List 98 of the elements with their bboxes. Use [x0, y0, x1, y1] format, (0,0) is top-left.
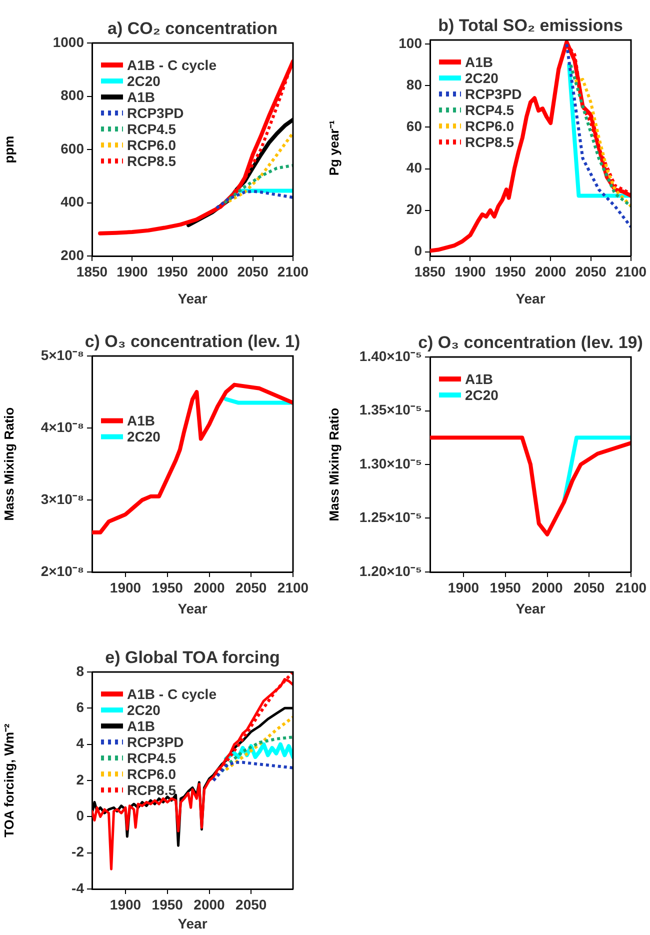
legend-label: RCP4.5: [127, 750, 176, 766]
y-tick-label: 100: [398, 35, 422, 52]
y-tick-label: -4: [72, 880, 84, 896]
legend-label: RCP3PD: [465, 86, 522, 102]
x-axis-title: Year: [178, 600, 208, 616]
x-tick-label: 1950: [152, 896, 184, 912]
legend-label: RCP4.5: [127, 120, 176, 137]
x-tick-label: 1950: [152, 579, 184, 596]
legend-label: A1B: [465, 54, 494, 70]
y-tick-label: 1.30×10⁻⁵: [359, 455, 422, 472]
legend-label: RCP6.0: [127, 766, 176, 782]
y-tick-label: 1.35×10⁻⁵: [359, 402, 422, 418]
legend-label: 2C20: [465, 386, 499, 403]
line-series: [220, 736, 293, 773]
legend-label: RCP3PD: [127, 104, 184, 121]
y-tick-label: 400: [60, 194, 84, 210]
chart-title: a) CO₂ concentration: [107, 19, 278, 38]
chart-title: b) Total SO₂ emissions: [438, 16, 623, 35]
y-axis-title: Mass Mixing Ratio: [326, 408, 342, 522]
y-tick-label: 1.25×10⁻⁵: [359, 509, 422, 526]
x-tick-label: 2000: [535, 263, 566, 280]
legend-label: RCP3PD: [127, 734, 184, 750]
y-tick-label: 40: [406, 160, 422, 176]
x-tick-label: 1950: [494, 263, 526, 280]
y-axis-title: TOA forcing, Wm⁻²: [1, 722, 16, 838]
x-tick-label: 2100: [615, 579, 647, 596]
y-tick-label: 0: [414, 242, 422, 259]
y-axis-title: Mass Mixing Ratio: [1, 407, 16, 521]
chart-title: c) O₃ concentration (lev. 1): [84, 332, 300, 351]
x-axis-title: Year: [178, 915, 208, 932]
y-axis-title: ppm: [1, 136, 16, 164]
x-tick-label: 1850: [76, 263, 108, 280]
legend-label: 2C20: [127, 72, 161, 89]
x-axis-title: Year: [178, 290, 208, 306]
legend-label: A1B - C cycle: [127, 56, 217, 73]
x-tick-label: 2100: [615, 263, 647, 280]
y-tick-label: 20: [406, 201, 422, 218]
y-tick-label: 2×10⁻⁸: [40, 562, 84, 579]
y-tick-label: 600: [60, 140, 84, 156]
x-tick-label: 1850: [414, 263, 446, 280]
y-tick-label: 1.20×10⁻⁵: [359, 562, 422, 579]
line-series: [212, 760, 293, 782]
line-series: [565, 42, 631, 228]
x-axis-title: Year: [516, 600, 546, 616]
legend-label: A1B: [127, 718, 156, 734]
x-tick-label: 1900: [110, 579, 142, 596]
x-tick-label: 1900: [110, 896, 142, 912]
legend-label: 2C20: [465, 70, 499, 86]
y-tick-label: 60: [406, 118, 422, 134]
x-tick-label: 2050: [236, 579, 267, 596]
x-tick-label: 2000: [197, 263, 228, 280]
x-tick-label: 1950: [490, 579, 522, 596]
chart-title: e) Global TOA forcing: [105, 648, 280, 667]
x-tick-label: 2100: [277, 579, 309, 596]
x-tick-label: 2050: [237, 263, 269, 280]
legend-label: 2C20: [127, 702, 161, 718]
line-series: [227, 131, 293, 203]
line-series: [223, 164, 293, 204]
x-tick-label: 2050: [574, 579, 605, 596]
x-tick-label: 1900: [116, 263, 148, 280]
y-tick-label: 1000: [52, 34, 84, 50]
legend-label: 2C20: [127, 428, 161, 445]
x-tick-label: 2050: [236, 896, 267, 912]
x-tick-label: 2000: [194, 896, 226, 912]
x-tick-label: 1900: [448, 579, 480, 596]
y-tick-label: 200: [60, 246, 84, 263]
legend-label: RCP8.5: [127, 782, 176, 798]
legend-label: RCP6.0: [127, 136, 176, 153]
legend-label: RCP8.5: [127, 152, 176, 169]
x-tick-label: 2000: [532, 579, 564, 596]
y-tick-label: -2: [72, 844, 84, 860]
x-tick-label: 2100: [277, 263, 309, 280]
legend-label: A1B: [127, 88, 156, 105]
y-tick-label: 6: [76, 699, 84, 716]
y-tick-label: 4: [76, 735, 84, 752]
y-tick-label: 4×10⁻⁸: [40, 418, 84, 435]
legend-label: A1B: [465, 370, 494, 387]
legend-label: RCP4.5: [465, 102, 514, 118]
legend-label: RCP6.0: [465, 118, 514, 134]
legend-label: RCP8.5: [465, 134, 514, 150]
x-tick-label: 1950: [156, 263, 188, 280]
y-tick-label: 800: [60, 87, 84, 104]
x-tick-label: 1900: [454, 263, 486, 280]
x-axis-title: Year: [516, 290, 546, 306]
y-tick-label: 8: [76, 662, 84, 679]
line-series: [215, 190, 293, 210]
y-tick-label: 80: [406, 76, 422, 93]
line-series: [224, 716, 293, 772]
x-tick-label: 2050: [575, 263, 607, 280]
y-tick-label: 0: [76, 808, 84, 824]
legend-label: A1B: [127, 412, 156, 429]
line-series: [573, 78, 631, 208]
y-tick-label: 2: [76, 771, 84, 788]
y-tick-label: 5×10⁻⁸: [40, 346, 84, 363]
y-tick-label: 3×10⁻⁸: [40, 490, 84, 507]
legend-label: A1B - C cycle: [127, 686, 217, 702]
y-axis-title: Pg year⁻¹: [326, 120, 342, 176]
x-tick-label: 2000: [194, 579, 226, 596]
